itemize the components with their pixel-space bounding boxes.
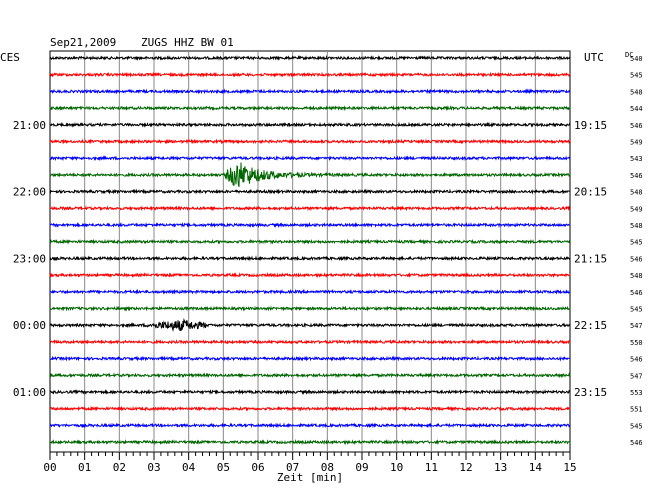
trace-row-20 xyxy=(49,372,571,379)
dc-offset-value: 546 xyxy=(630,356,643,364)
trace-row-8 xyxy=(49,162,571,188)
right-time-label: 20:15 xyxy=(574,186,607,199)
dc-label: DC xyxy=(625,51,633,59)
dc-offset-value: 548 xyxy=(630,222,643,230)
trace-row-10 xyxy=(49,205,571,212)
dc-offset-value: 550 xyxy=(630,339,643,347)
trace-row-4 xyxy=(49,105,571,112)
dc-offset-value: 549 xyxy=(630,205,643,213)
x-tick-label: 02 xyxy=(113,461,126,474)
x-tick-label: 11 xyxy=(425,461,438,474)
dc-offset-value: 547 xyxy=(630,322,643,330)
x-tick-label: 03 xyxy=(147,461,160,474)
plot-frame xyxy=(49,50,571,453)
trace-row-19 xyxy=(49,355,571,362)
x-tick-label: 12 xyxy=(459,461,472,474)
x-tick-label: 06 xyxy=(251,461,264,474)
x-tick-label: 07 xyxy=(286,461,299,474)
left-timezone-label: CES xyxy=(0,51,20,64)
trace-row-17 xyxy=(49,317,571,333)
dc-offset-value: 548 xyxy=(630,272,643,280)
trace-row-11 xyxy=(49,221,571,229)
x-tick-label: 00 xyxy=(43,461,56,474)
dc-offset-value: 545 xyxy=(630,422,643,430)
x-tick-label: 05 xyxy=(217,461,230,474)
header-date: Sep21,2009 xyxy=(50,36,116,49)
left-time-labels: 21:00 22:00 23:00 00:00 01:00 xyxy=(13,119,46,399)
x-axis: 00 01 02 03 04 05 06 07 08 09 10 11 12 13 14 15 xyxy=(43,452,577,474)
header-station: ZUGS HHZ BW 01 xyxy=(141,36,234,49)
trace-row-21 xyxy=(49,388,571,396)
trace-row-7 xyxy=(49,155,571,162)
trace-row-16 xyxy=(49,305,571,312)
dc-offset-value: 547 xyxy=(630,372,643,380)
dc-offset-value: 545 xyxy=(630,239,643,247)
trace-row-24 xyxy=(49,438,571,446)
left-time-label: 22:00 xyxy=(13,186,46,199)
trace-row-9 xyxy=(49,188,571,195)
trace-row-23 xyxy=(49,422,571,429)
left-time-label: 00:00 xyxy=(13,319,46,332)
left-time-label: 01:00 xyxy=(13,386,46,399)
x-axis-label: Zeit [min] xyxy=(277,471,343,484)
dc-offset-value: 548 xyxy=(630,189,643,197)
dc-offset-value: 546 xyxy=(630,172,643,180)
x-tick-label: 14 xyxy=(529,461,543,474)
trace-row-5 xyxy=(49,121,571,128)
seismic-traces xyxy=(49,54,571,446)
dc-offset-value: 540 xyxy=(630,55,643,63)
trace-row-18 xyxy=(49,338,571,345)
x-tick-label: 04 xyxy=(182,461,196,474)
right-time-label: 21:15 xyxy=(574,252,607,265)
dc-offset-value: 546 xyxy=(630,289,643,297)
x-tick-label: 13 xyxy=(494,461,507,474)
minute-grid xyxy=(84,51,536,452)
trace-row-2 xyxy=(49,71,571,78)
dc-offset-value: 551 xyxy=(630,406,643,414)
left-time-label: 21:00 xyxy=(13,119,46,132)
right-time-label: 23:15 xyxy=(574,386,607,399)
dc-offset-value: 545 xyxy=(630,306,643,314)
trace-row-14 xyxy=(49,271,571,279)
x-tick-label: 15 xyxy=(563,461,576,474)
right-time-label: 22:15 xyxy=(574,319,607,332)
trace-row-3 xyxy=(49,88,571,95)
trace-row-6 xyxy=(49,138,571,145)
left-time-label: 23:00 xyxy=(13,252,46,265)
dc-offset-value: 549 xyxy=(630,139,643,147)
dc-offset-value: 553 xyxy=(630,389,643,397)
right-time-labels: 19:15 20:15 21:15 22:15 23:15 xyxy=(574,119,607,399)
trace-row-13 xyxy=(49,255,571,262)
trace-row-22 xyxy=(49,405,571,412)
dc-offset-value: 546 xyxy=(630,439,643,447)
right-timezone-label: UTC xyxy=(584,51,604,64)
dc-offset-value: 545 xyxy=(630,72,643,80)
trace-row-1 xyxy=(49,54,571,62)
x-tick-label: 09 xyxy=(355,461,368,474)
dc-offset-value: 544 xyxy=(630,105,643,113)
dc-offset-value: 543 xyxy=(630,155,643,163)
dc-offset-value: 546 xyxy=(630,122,643,130)
x-tick-label: 10 xyxy=(390,461,403,474)
dc-offset-value: 546 xyxy=(630,255,643,263)
right-time-label: 19:15 xyxy=(574,119,607,132)
dc-offset-value: 548 xyxy=(630,88,643,96)
dc-offset-labels: 540 545 548 544 546 549 543 546 548 549 548 545 546 5… xyxy=(630,55,643,447)
x-tick-label: 01 xyxy=(78,461,91,474)
trace-row-15 xyxy=(49,288,571,295)
trace-row-12 xyxy=(49,238,571,245)
x-tick-label: 08 xyxy=(321,461,334,474)
